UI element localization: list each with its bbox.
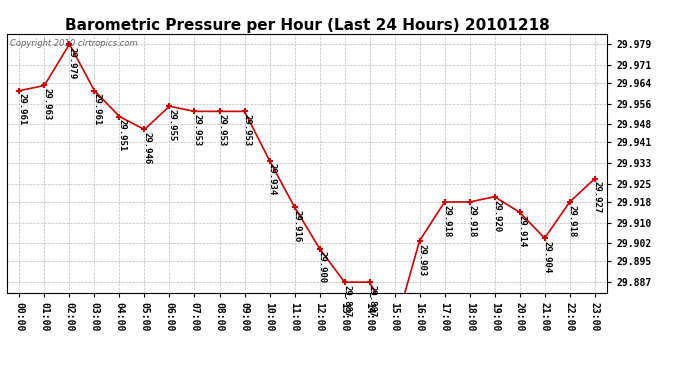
Text: 29.887: 29.887 — [343, 285, 352, 317]
Text: 29.900: 29.900 — [318, 251, 327, 284]
Text: 29.953: 29.953 — [243, 114, 252, 146]
Text: 29.918: 29.918 — [468, 205, 477, 237]
Text: 29.918: 29.918 — [568, 205, 577, 237]
Text: 29.904: 29.904 — [543, 241, 552, 273]
Text: 29.903: 29.903 — [418, 243, 427, 276]
Text: 29.934: 29.934 — [268, 164, 277, 196]
Text: 29.955: 29.955 — [168, 109, 177, 141]
Text: 29.920: 29.920 — [493, 200, 502, 232]
Text: 29.961: 29.961 — [92, 93, 101, 126]
Text: 29.961: 29.961 — [18, 93, 27, 126]
Title: Barometric Pressure per Hour (Last 24 Hours) 20101218: Barometric Pressure per Hour (Last 24 Ho… — [65, 18, 549, 33]
Text: 29.916: 29.916 — [293, 210, 302, 242]
Text: 29.953: 29.953 — [218, 114, 227, 146]
Text: 29.918: 29.918 — [443, 205, 452, 237]
Text: 29.951: 29.951 — [118, 119, 127, 152]
Text: 29.979: 29.979 — [68, 47, 77, 79]
Text: 29.953: 29.953 — [193, 114, 201, 146]
Text: 29.946: 29.946 — [143, 132, 152, 165]
Text: 29.869: 29.869 — [0, 374, 1, 375]
Text: 29.914: 29.914 — [518, 215, 527, 248]
Text: Copyright 2010 clrtropics.com: Copyright 2010 clrtropics.com — [10, 39, 137, 48]
Text: 29.887: 29.887 — [368, 285, 377, 317]
Text: 29.927: 29.927 — [593, 182, 602, 214]
Text: 29.963: 29.963 — [43, 88, 52, 120]
